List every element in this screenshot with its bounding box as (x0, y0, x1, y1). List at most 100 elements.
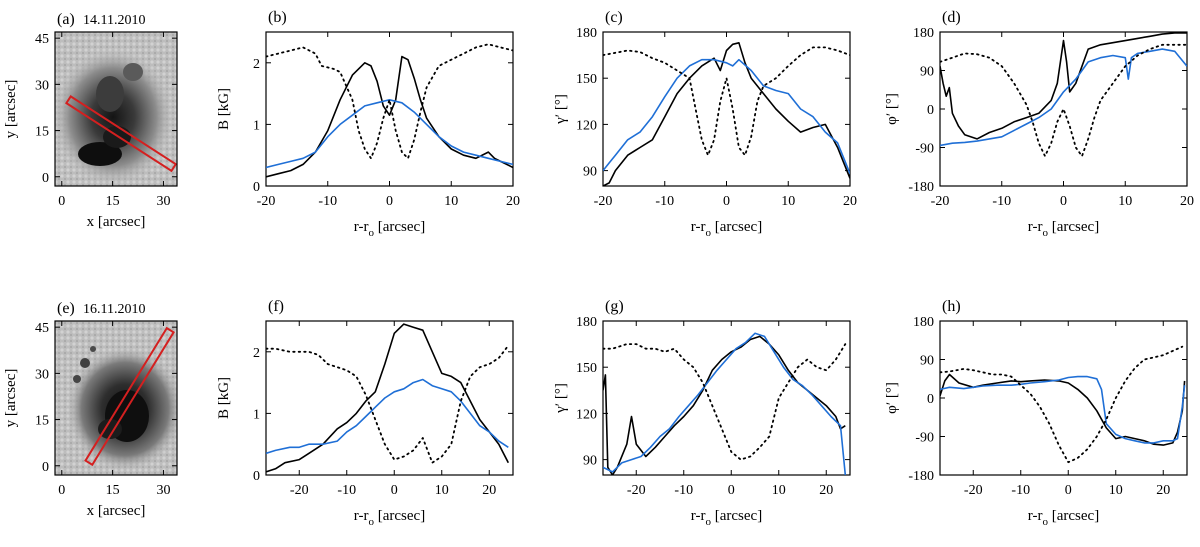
panel-a: 0 15 30 0 15 30 45 x [arcsec] y [arcsec] (a) 14.11… (3, 11, 178, 230)
panel-f: -20 -10 0 10 20 0 1 2 r-ro [arcsec] B [kG] (f) (216, 298, 514, 528)
x-tick-label: 10 (781, 194, 795, 209)
x-tick-label: 0 (1060, 194, 1067, 209)
y-axis-label: γ′ [°] (553, 383, 569, 414)
series-blue-line (940, 48, 1187, 147)
x-tick-label: 10 (772, 483, 786, 498)
y-tick-label: 120 (576, 118, 597, 133)
x-tick-label: -10 (337, 483, 356, 498)
series-black-line (266, 323, 510, 473)
y-tick-label: 180 (913, 315, 934, 330)
x-tick-label: 0 (386, 194, 393, 209)
x-tick-label: 10 (444, 194, 458, 209)
y-axis-label: φ′ [°] (884, 382, 900, 414)
x-axis-label: r-ro [arcsec] (354, 508, 425, 528)
axes-frame (602, 31, 851, 187)
series-blue-line (603, 332, 847, 475)
series-dotted-line (266, 43, 513, 160)
x-tick-label: 0 (728, 483, 735, 498)
y-tick-label: 45 (35, 32, 49, 47)
y-tick-label: -180 (908, 180, 934, 195)
axes-frame (265, 31, 514, 187)
series-black-line (940, 32, 1187, 140)
y-tick-label: 0 (42, 171, 49, 186)
y-tick-label: 150 (576, 72, 597, 87)
y-axis-label: y [arcsec] (3, 369, 19, 428)
sunspot-image-e (55, 321, 177, 475)
panel-label: (f) (268, 298, 284, 315)
y-tick-label: 1 (253, 407, 260, 422)
series-black-line (603, 335, 846, 475)
x-tick-label: 15 (106, 483, 120, 498)
panel-label: (a) (57, 11, 75, 28)
axes-frame (265, 320, 514, 476)
x-tick-label: -10 (674, 483, 693, 498)
y-axis-label: γ′ [°] (553, 94, 569, 125)
y-tick-label: 2 (253, 346, 260, 361)
y-axis-label: B [kG] (216, 377, 232, 419)
y-tick-label: 0 (253, 180, 260, 195)
y-tick-label: 1 (253, 118, 260, 133)
x-tick-label: 0 (391, 483, 398, 498)
y-tick-label: 120 (576, 407, 597, 422)
x-tick-label: 20 (1180, 194, 1194, 209)
y-tick-label: 0 (253, 469, 260, 484)
series-blue-line (266, 378, 509, 455)
series-dotted-line (603, 46, 850, 157)
x-axis-label: x [arcsec] (87, 214, 146, 230)
x-tick-label: 0 (723, 194, 730, 209)
x-tick-label: 20 (1156, 483, 1170, 498)
y-tick-label: 90 (583, 454, 597, 469)
y-tick-label: 180 (913, 26, 934, 41)
series-dotted-line (940, 345, 1184, 464)
x-tick-label: 30 (156, 194, 170, 209)
y-tick-label: 0 (927, 392, 934, 407)
x-tick-label: 0 (58, 483, 65, 498)
x-tick-label: -10 (318, 194, 337, 209)
panel-label: (e) (57, 300, 75, 317)
y-tick-label: 90 (583, 165, 597, 180)
series-blue-line (266, 99, 513, 169)
panel-label: (g) (605, 298, 624, 315)
x-tick-label: -10 (655, 194, 674, 209)
y-tick-label: 30 (35, 367, 49, 382)
x-axis-label: r-ro [arcsec] (691, 219, 762, 239)
y-axis-label: y [arcsec] (3, 80, 19, 139)
x-tick-label: 0 (1065, 483, 1072, 498)
x-axis-label: r-ro [arcsec] (1028, 219, 1099, 239)
x-tick-label: 0 (58, 194, 65, 209)
y-axis-label: φ′ [°] (884, 93, 900, 125)
y-tick-label: 180 (576, 315, 597, 330)
panel-b: -20 -10 0 10 20 0 1 2 r-ro [arcsec] B [kG] (b) (216, 9, 520, 239)
series-black-line (266, 55, 513, 178)
axes-frame (54, 320, 178, 476)
series-blue-line (940, 375, 1186, 444)
x-axis-label: r-ro [arcsec] (691, 508, 762, 528)
panel-c: -20 -10 0 10 20 90 120 150 180 r-ro [arcsec] γ′ [°… (553, 9, 857, 239)
slit-marker (65, 95, 178, 173)
series-dotted-line (940, 43, 1187, 157)
series-black-line (940, 373, 1186, 446)
y-tick-label: 150 (576, 361, 597, 376)
x-tick-label: 20 (506, 194, 520, 209)
x-tick-label: 10 (1118, 194, 1132, 209)
x-tick-label: -20 (931, 194, 950, 209)
panel-h: -20 -10 0 10 20 -180 -90 0 90 180 r-ro [arcsec] φ′ … (884, 298, 1188, 528)
x-tick-label: 20 (843, 194, 857, 209)
x-tick-label: -20 (964, 483, 983, 498)
panel-label: (c) (605, 9, 623, 26)
series-blue-line (603, 58, 850, 174)
axes-frame (54, 31, 178, 187)
x-tick-label: -20 (290, 483, 309, 498)
x-tick-label: 10 (1109, 483, 1123, 498)
y-tick-label: 45 (35, 321, 49, 336)
y-tick-label: 30 (35, 78, 49, 93)
panel-date: 14.11.2010 (83, 13, 145, 28)
y-axis-label: B [kG] (216, 88, 232, 130)
panel-label: (d) (942, 9, 961, 26)
panel-e: 0 15 30 0 15 30 45 x [arcsec] y [arcsec] (e) 16.11… (3, 300, 178, 519)
x-tick-label: 10 (435, 483, 449, 498)
y-tick-label: 180 (576, 26, 597, 41)
series-dotted-line (603, 343, 847, 461)
y-tick-label: 15 (35, 414, 49, 429)
x-tick-label: 20 (482, 483, 496, 498)
